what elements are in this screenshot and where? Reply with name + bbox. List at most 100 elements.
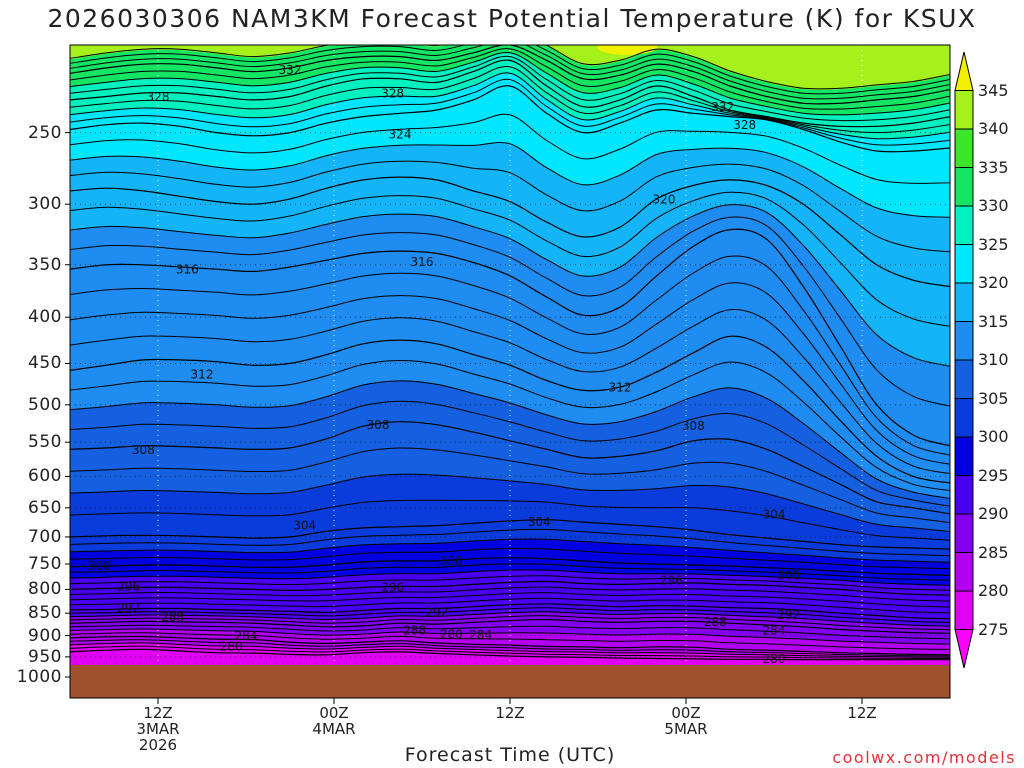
x-tick-label-line: 2026	[138, 736, 178, 754]
x-tick-label-line: 12Z	[495, 704, 525, 722]
contour-label-328: 328	[381, 86, 404, 100]
colorbar-label: 300	[978, 427, 1009, 446]
colorbar	[954, 51, 974, 669]
contour-label-312: 312	[609, 381, 632, 395]
svg-text:280: 280	[220, 639, 243, 653]
y-tick-label: 500	[28, 394, 62, 415]
y-tick-label: 650	[28, 497, 62, 518]
y-tick-label: 950	[28, 646, 62, 667]
svg-text:332: 332	[279, 63, 302, 77]
contour-label-300: 300	[777, 568, 800, 582]
isentrope-minor	[70, 592, 950, 608]
isentrope-minor	[70, 645, 950, 659]
isentrope-minor	[70, 586, 950, 602]
svg-text:280: 280	[440, 627, 463, 641]
svg-text:328: 328	[381, 86, 404, 100]
colorbar-bin	[954, 475, 974, 515]
svg-text:296: 296	[381, 580, 404, 594]
contour-label-328: 328	[147, 90, 170, 104]
isentrope-332	[70, 45, 950, 105]
contour-label-296: 296	[660, 573, 683, 587]
contour-label-332: 332	[279, 63, 302, 77]
svg-text:316: 316	[411, 255, 434, 269]
chart-title: 2026030306 NAM3KM Forecast Potential Tem…	[47, 4, 977, 33]
colorbar-label: 305	[978, 388, 1009, 408]
isentrope-minor	[70, 547, 950, 570]
svg-text:300: 300	[88, 559, 111, 573]
colorbar-bin	[954, 244, 974, 284]
colorbar-label: 340	[978, 119, 1009, 138]
isentrope-minor	[70, 359, 950, 492]
isentrope-292	[70, 603, 950, 620]
contour-label-292: 292	[425, 605, 448, 619]
isentrope-minor	[70, 499, 950, 541]
svg-text:284: 284	[235, 629, 258, 643]
contour-label-280: 280	[220, 639, 243, 653]
isentrope-312	[70, 335, 950, 484]
isentrope-minor	[70, 45, 950, 95]
contour-label-308: 308	[367, 418, 390, 432]
isentrope-minor	[70, 113, 950, 184]
colorbar-bin	[954, 552, 974, 592]
isentrope-minor	[70, 615, 950, 631]
svg-text:320: 320	[653, 192, 676, 206]
theta-band-306	[70, 380, 950, 532]
colorbar-bin	[954, 167, 974, 207]
y-tick-label: 250	[28, 122, 62, 143]
colorbar-bin	[954, 321, 974, 361]
y-tick-label: 300	[28, 194, 62, 215]
isentrope-280	[70, 648, 950, 661]
isentrope-328	[70, 59, 950, 128]
contour-label-320: 320	[653, 192, 676, 206]
colorbar-extend-low	[954, 629, 974, 669]
isentrope-minor	[70, 639, 950, 657]
contour-label-288: 288	[704, 615, 727, 629]
contour-label-288: 288	[403, 623, 426, 637]
colorbar-label: 325	[978, 234, 1009, 254]
x-tick-label-line: 00Z	[319, 704, 349, 722]
isentrope-minor	[70, 473, 950, 532]
y-tick-label: 850	[28, 603, 62, 624]
contour-labels: 332 328 328 332 328 324 320 316 316 312 312 308 308 3…	[88, 63, 800, 666]
isentrope-minor	[70, 563, 950, 581]
y-tick-label: 900	[28, 625, 62, 646]
svg-text:292: 292	[777, 608, 800, 622]
svg-text:292: 292	[117, 601, 140, 615]
isentrope-288	[70, 618, 950, 634]
isentrope-lines	[70, 45, 950, 661]
isentrope-minor	[70, 447, 950, 524]
contour-label-312: 312	[191, 367, 214, 381]
svg-text:304: 304	[763, 507, 786, 521]
svg-text:304: 304	[293, 518, 316, 532]
isentrope-minor	[70, 597, 950, 614]
y-tick-label: 350	[28, 254, 62, 275]
colorbar-label: 310	[978, 350, 1009, 369]
contour-label-288: 288	[161, 610, 184, 624]
contour-label-296: 296	[381, 580, 404, 594]
svg-text:296: 296	[117, 579, 140, 593]
contour-label-300: 300	[440, 554, 463, 568]
svg-text:284: 284	[469, 628, 492, 642]
contour-label-332: 332	[711, 100, 734, 114]
contour-label-284: 284	[763, 623, 786, 637]
colorbar-label: 345	[978, 80, 1009, 100]
isentrope-minor	[70, 55, 950, 122]
isentrope-minor	[70, 575, 950, 591]
contour-label-296: 296	[117, 579, 140, 593]
colorbar-label: 315	[978, 311, 1009, 331]
isentrope-minor	[70, 255, 950, 456]
theta-band-322	[70, 72, 950, 218]
colorbar-bin	[954, 359, 974, 399]
isentrope-minor	[70, 632, 950, 650]
colorbar-bin	[954, 282, 974, 322]
isentrope-minor	[70, 65, 950, 134]
colorbar-label: 335	[978, 157, 1009, 177]
x-tick-label: 00Z 5MAR	[646, 705, 726, 737]
colorbar-bin	[954, 128, 974, 168]
site-credit: coolwx.com/models	[832, 748, 1016, 767]
svg-text:284: 284	[763, 623, 786, 637]
contour-label-308: 308	[682, 419, 705, 433]
svg-text:332: 332	[711, 100, 734, 114]
svg-text:312: 312	[609, 381, 632, 395]
svg-text:308: 308	[132, 443, 155, 457]
